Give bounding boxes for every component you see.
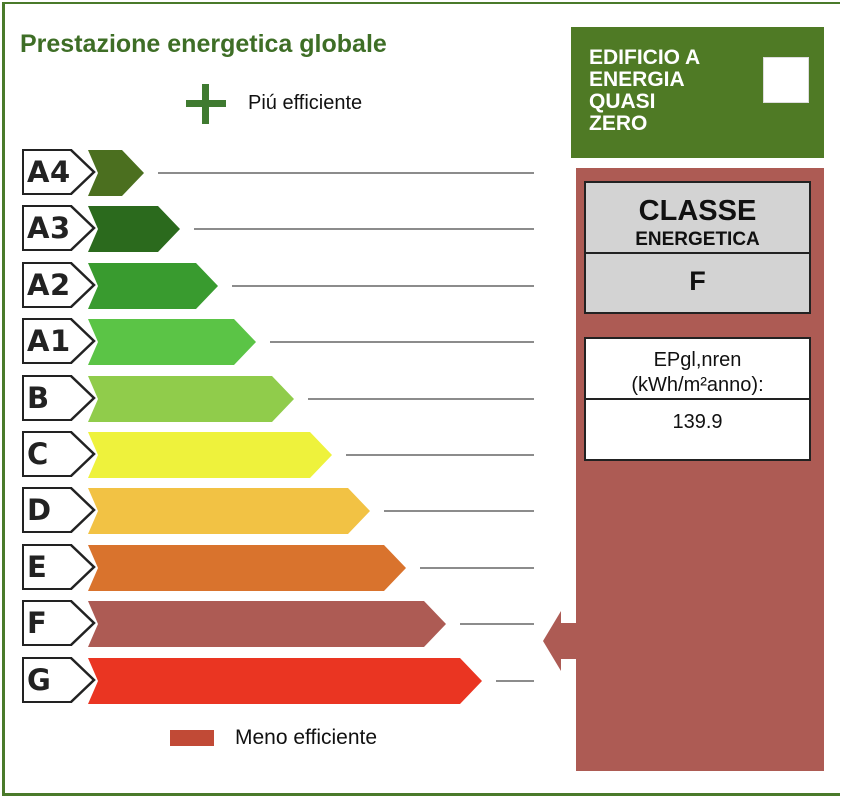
guide-line [270, 341, 534, 344]
divider [586, 398, 809, 400]
guide-line [384, 510, 534, 513]
class-label: E [27, 549, 48, 584]
class-label-tip [70, 656, 96, 703]
class-label: C [27, 437, 49, 471]
class-label: F [27, 606, 48, 641]
class-arrow [88, 375, 294, 422]
class-heading: CLASSE [638, 195, 757, 227]
energy-class-row: B [0, 374, 560, 424]
class-pointer-icon [543, 611, 579, 671]
indicator-name: EPgl,nren [653, 349, 742, 371]
class-label-box [22, 543, 72, 590]
divider [586, 252, 809, 254]
indicator-unit: (kWh/m²anno): [631, 374, 764, 396]
class-arrow [88, 206, 180, 253]
class-label-tip [70, 600, 96, 647]
class-label-tip [70, 149, 96, 195]
class-label-box [22, 374, 72, 421]
energy-class-row: F [0, 599, 560, 649]
class-arrow [88, 262, 218, 309]
class-arrow [88, 544, 406, 591]
class-label-box [22, 205, 72, 252]
page-title: Prestazione energetica globale [20, 30, 387, 58]
class-label-box [22, 600, 72, 647]
indicator-box: EPgl,nren (kWh/m²anno): 139.9 [584, 337, 811, 461]
energy-class-row: G [0, 656, 560, 706]
class-label-box [22, 318, 72, 365]
guide-line [194, 228, 534, 231]
less-efficient-label: Meno efficiente [235, 726, 378, 749]
plus-icon [186, 84, 226, 124]
class-arrow [88, 488, 370, 535]
indicator-value: 139.9 [672, 411, 723, 433]
energy-class-row: A3 [0, 204, 560, 254]
energy-class-row: E [0, 543, 560, 593]
guide-line [460, 623, 534, 626]
class-label: A3 [27, 211, 71, 246]
class-arrow [88, 657, 482, 704]
class-label-box [22, 261, 72, 308]
energy-class-box: CLASSE ENERGETICA F [584, 181, 811, 314]
more-efficient-label: Piú efficiente [248, 92, 363, 114]
class-arrow [88, 601, 446, 648]
guide-line [420, 566, 534, 569]
energy-class-row: C [0, 430, 560, 480]
less-efficient-swatch [170, 730, 214, 746]
guide-line [346, 454, 534, 456]
class-label: A2 [27, 267, 71, 302]
class-label-box [22, 431, 72, 477]
class-subheading: ENERGETICA [635, 229, 760, 250]
class-label: A1 [27, 324, 71, 359]
energy-class-row: A4 [0, 148, 560, 198]
class-label-tip [70, 543, 96, 590]
class-label: D [27, 493, 52, 528]
class-label-tip [70, 374, 96, 421]
class-label-tip [70, 205, 96, 252]
class-label-box [22, 656, 72, 703]
class-arrow [88, 150, 144, 196]
class-label-tip [70, 487, 96, 534]
energy-class-row: D [0, 486, 560, 536]
guide-line [158, 172, 534, 174]
nzeb-box: EDIFICIO A ENERGIA QUASI ZERO [571, 27, 824, 158]
energy-class-row: A1 [0, 317, 560, 367]
class-label-tip [70, 261, 96, 308]
guide-line [308, 397, 534, 400]
nzeb-checkbox[interactable] [763, 57, 809, 103]
energy-class-row: A2 [0, 261, 560, 311]
class-label-box [22, 149, 72, 195]
class-label: B [27, 380, 50, 415]
guide-line [232, 284, 534, 287]
class-label: G [27, 662, 52, 697]
nzeb-label: EDIFICIO A ENERGIA QUASI ZERO [589, 46, 701, 135]
class-label-tip [70, 318, 96, 365]
guide-line [496, 679, 534, 682]
class-value: F [689, 266, 706, 296]
class-label-box [22, 487, 72, 534]
class-arrow [88, 319, 256, 366]
class-label: A4 [27, 155, 71, 189]
class-label-tip [70, 431, 96, 477]
class-arrow [88, 432, 332, 478]
